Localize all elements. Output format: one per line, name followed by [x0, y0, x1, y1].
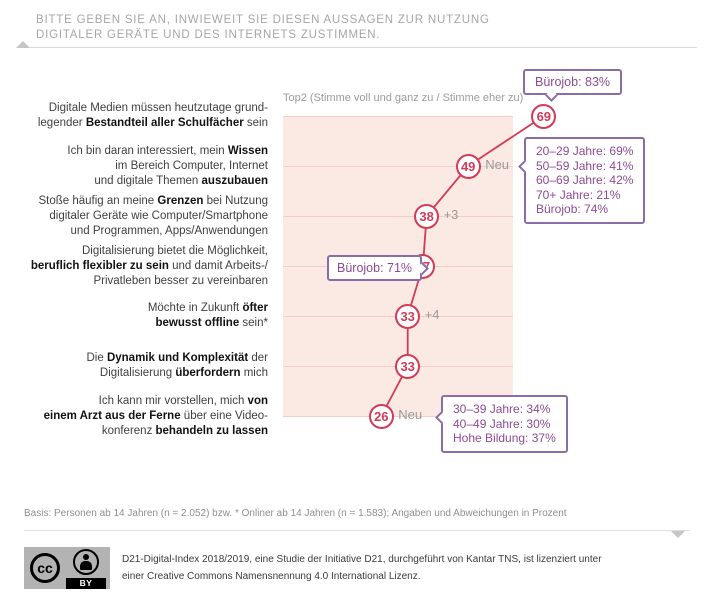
- data-point: 69: [531, 103, 557, 129]
- top-divider: [30, 47, 697, 48]
- data-point: 49: [455, 153, 481, 179]
- page-title-line-2: DIGITALER GERÄTE UND DES INTERNETS ZUSTI…: [36, 29, 381, 41]
- annotation-buerojob-71: Bürojob: 71%: [327, 255, 429, 281]
- statement-ueberfordern: Die Dynamik und Komplexität der Digitalis…: [86, 352, 269, 379]
- data-point: 38: [414, 203, 440, 229]
- statement-beruflich-flexibler: Digitalisierung bietet die Möglichkeit, b…: [30, 245, 268, 287]
- page-title-line-1: BITTE GEBEN SIE AN, INWIEWEIT SIE DIESEN…: [36, 14, 490, 26]
- statement-bewusst-offline: Möchte in Zukunft öfter bewusst offline s…: [147, 302, 268, 329]
- data-point: 26: [368, 403, 394, 429]
- annotation-line: 40–49 Jahre: 30%: [453, 416, 551, 431]
- person-head: [82, 553, 89, 560]
- data-point: 33: [395, 303, 421, 329]
- license-text: D21-Digital-Index 2018/2019, eine Studie…: [122, 551, 602, 585]
- license-line-2: einer Creative Commons Namensnennung 4.0…: [122, 571, 421, 582]
- statement-grenzen: Stoße häufig an meine Grenzen bei Nutzun…: [38, 195, 268, 237]
- point-note: +4: [424, 307, 440, 322]
- cc-icon: cc: [30, 553, 60, 583]
- annotation-line: 70+ Jahre: 21%: [536, 187, 621, 202]
- annotation-line: 30–39 Jahre: 34%: [453, 402, 551, 416]
- annotation-text: Bürojob: 83%: [535, 75, 611, 89]
- basis-note: Basis: Personen ab 14 Jahren (n = 2.052)…: [24, 508, 567, 519]
- statement-wissen-ausbauen: Ich bin daran interessiert, mein Wissen i…: [67, 145, 268, 187]
- bottom-divider: [24, 530, 690, 531]
- cc-license-badge[interactable]: cc BY: [24, 547, 110, 589]
- annotation-age-breakdown-49: 20–29 Jahre: 69% 50–59 Jahre: 41% 60–69 …: [517, 137, 646, 224]
- point-note: +3: [443, 207, 459, 222]
- annotation-line: 60–69 Jahre: 42%: [536, 173, 634, 187]
- annotation-buerojob-83: Bürojob: 83%: [523, 69, 623, 102]
- chart-subtitle-top2: Top2 (Stimme voll und ganz zu / Stimme e…: [283, 92, 524, 104]
- annotation-text: Bürojob: 71%: [337, 261, 413, 275]
- license-line-1: D21-Digital-Index 2018/2019, eine Studie…: [122, 554, 602, 565]
- by-label: BY: [66, 578, 106, 589]
- chevron-up-icon[interactable]: [16, 41, 30, 48]
- person-body: [79, 560, 92, 570]
- statement-videokonferenz: Ich kann mir vorstellen, mich von einem A…: [43, 395, 268, 437]
- point-note: Neu: [398, 407, 423, 422]
- annotation-line: Hohe Bildung: 37%: [453, 431, 556, 445]
- page-title: BITTE GEBEN SIE AN, INWIEWEIT SIE DIESEN…: [36, 13, 490, 43]
- statement-schulfaecher: Digitale Medien müssen heutzutage grund-…: [37, 102, 268, 129]
- annotation-age-breakdown-26: 30–39 Jahre: 34% 40–49 Jahre: 30% Hohe B…: [434, 395, 568, 453]
- data-point: 33: [395, 353, 421, 379]
- attribution-person-icon: [73, 549, 99, 575]
- annotation-line: 20–29 Jahre: 69%: [536, 144, 634, 158]
- callout-pointer-down: [545, 88, 558, 102]
- annotation-line: Bürojob: 74%: [536, 202, 609, 216]
- point-note: Neu: [485, 157, 510, 172]
- annotation-line: 50–59 Jahre: 41%: [536, 158, 634, 173]
- chevron-down-icon[interactable]: [671, 531, 685, 538]
